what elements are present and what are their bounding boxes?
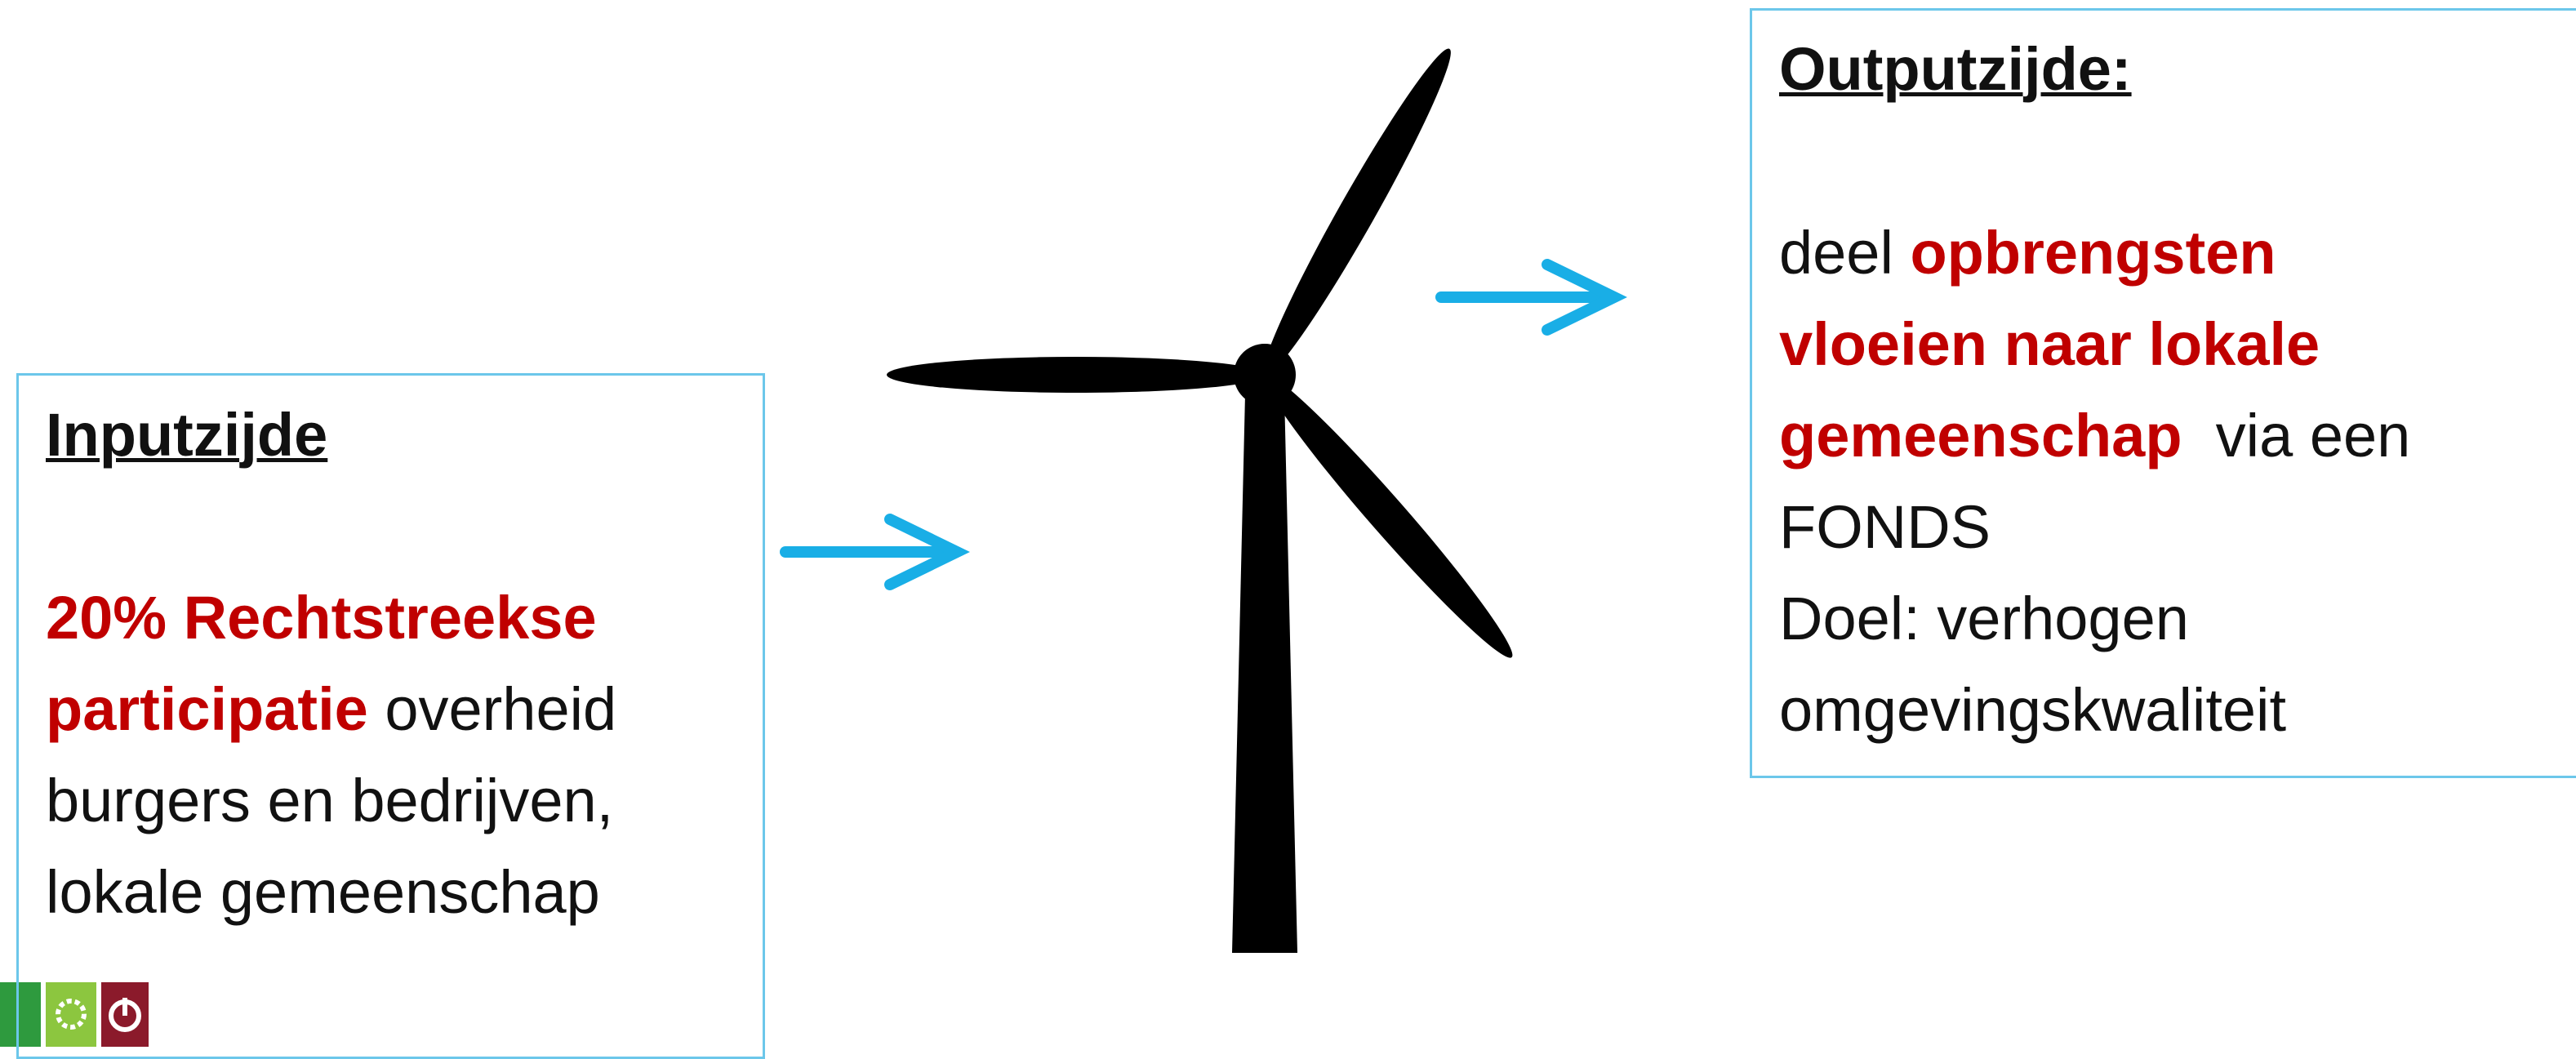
input-title: Inputzijde xyxy=(46,401,328,469)
text-line: FONDS xyxy=(1779,497,1991,558)
text: omgevingskwaliteit xyxy=(1779,676,2287,744)
text-line: participatie overheid xyxy=(46,679,616,740)
text-line: 20% Rechtstreekse xyxy=(46,588,597,648)
text-line: burgers en bedrijven, xyxy=(46,771,613,831)
text: lokale gemeenschap xyxy=(46,858,600,926)
output-title: Outputzijde: xyxy=(1779,35,2132,103)
text: deel xyxy=(1779,219,1911,287)
highlighted-text: opbrengsten xyxy=(1910,219,2276,287)
logo xyxy=(0,982,149,1047)
text-line: lokale gemeenschap xyxy=(46,862,600,923)
output-box xyxy=(1750,8,2576,778)
text: FONDS xyxy=(1779,493,1991,561)
text: via een xyxy=(2182,402,2411,469)
highlighted-text: 20% Rechtstreekse xyxy=(46,584,597,652)
text: Doel: verhogen xyxy=(1779,585,2189,652)
wind-turbine xyxy=(887,48,1513,953)
highlighted-text: vloeien naar lokale xyxy=(1779,310,2320,378)
text-line: gemeenschap via een xyxy=(1779,406,2410,466)
text-line: vloeien naar lokale xyxy=(1779,314,2320,375)
text-line: omgevingskwaliteit xyxy=(1779,680,2286,741)
arrow xyxy=(780,514,970,590)
text-line: deel opbrengsten xyxy=(1779,223,2276,283)
text: burgers en bedrijven, xyxy=(46,767,614,834)
text: overheid xyxy=(367,675,617,743)
text-line: Doel: verhogen xyxy=(1779,589,2189,649)
highlighted-text: participatie xyxy=(46,675,368,743)
arrow xyxy=(1435,259,1627,336)
highlighted-text: gemeenschap xyxy=(1779,402,2182,469)
